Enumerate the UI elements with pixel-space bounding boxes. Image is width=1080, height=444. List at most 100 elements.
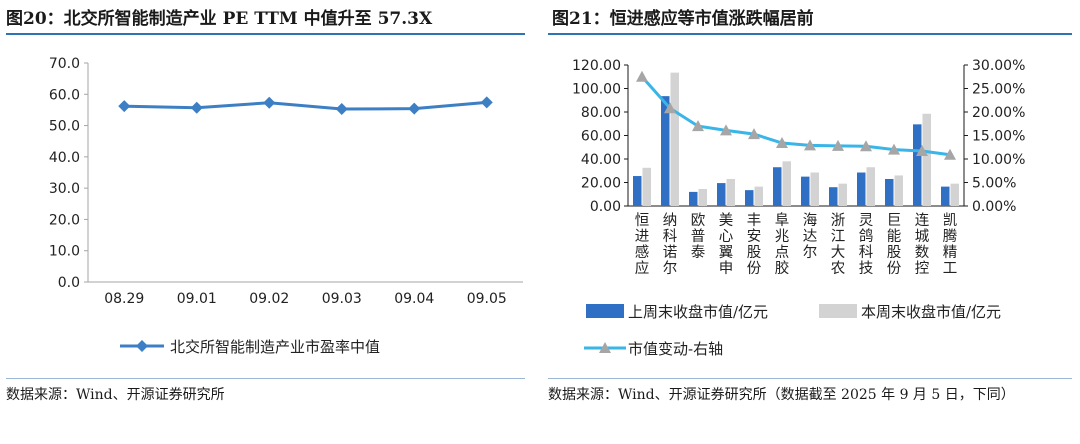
right-right-tick-label: 5.00%: [972, 176, 1016, 192]
right-bar-last-week: [689, 191, 698, 206]
left-y-tick-label: 0.0: [58, 275, 80, 291]
right-bar-last-week: [913, 124, 922, 206]
right-x-tick-label: 恒进感应: [635, 212, 650, 277]
left-line-chart: 0.0 10.0 20.0 30.0 40.0 50.0 60.0 70.0 08.29 09.0…: [49, 56, 523, 356]
right-left-tick-label: 80.00: [581, 105, 621, 121]
right-x-tick-label: 欧普泰: [691, 212, 706, 261]
left-data-point: [263, 96, 276, 109]
right-bar-this-week: [670, 72, 679, 206]
right-bar-this-week: [698, 188, 707, 206]
right-legend-swatch-this-week: [819, 304, 857, 318]
right-legend-label-last-week: 上周末收盘市值/亿元: [628, 303, 768, 321]
right-legend-label-change: 市值变动-右轴: [628, 340, 723, 358]
right-legend-line-marker: [599, 342, 611, 353]
right-change-marker: [720, 124, 732, 136]
right-change-marker: [804, 139, 816, 151]
right-x-tick-label: 连城数控: [915, 212, 930, 277]
right-change-marker: [636, 70, 648, 82]
left-data-point: [480, 96, 493, 109]
right-bar-last-week: [717, 183, 726, 206]
right-left-tick-label: 40.00: [581, 152, 621, 168]
left-title-rule: [6, 33, 525, 35]
right-right-tick-label: 25.00%: [972, 82, 1025, 98]
right-bar-this-week: [810, 172, 819, 206]
left-y-tick-label: 60.0: [49, 87, 80, 103]
left-data-point: [190, 101, 203, 114]
right-bar-last-week: [885, 178, 894, 206]
right-bar-this-week: [950, 183, 959, 206]
left-x-tick-label: 09.02: [249, 291, 289, 307]
left-x-tick-label: 09.01: [177, 291, 217, 307]
right-change-marker: [664, 102, 676, 114]
right-x-tick-label: 灵鸽科技: [859, 213, 874, 277]
right-left-tick-label: 60.00: [581, 129, 621, 145]
right-bar-last-week: [773, 167, 782, 206]
right-source-note: 数据来源：Wind、开源证券研究所（数据截至 2025 年 9 月 5 日，下同…: [548, 387, 1015, 403]
left-chart-title: 图20：北交所智能制造产业 PE TTM 中值升至 57.3X: [6, 9, 433, 29]
right-bar-this-week: [922, 113, 931, 206]
right-left-tick-label: 0.00: [590, 199, 621, 215]
left-x-tick-label: 09.03: [322, 291, 362, 307]
right-left-tick-label: 120.00: [572, 58, 621, 74]
left-y-tick-label: 50.0: [49, 119, 80, 135]
right-change-marker: [888, 143, 900, 155]
left-source-rule: [6, 378, 525, 379]
right-bar-last-week: [857, 172, 866, 206]
right-bar-this-week: [754, 186, 763, 206]
left-x-tick-label: 09.05: [467, 291, 507, 307]
right-x-tick-label: 海达尔: [803, 212, 818, 261]
left-data-point: [335, 102, 348, 115]
right-right-tick-label: 15.00%: [972, 129, 1025, 145]
left-y-tick-label: 70.0: [49, 56, 80, 72]
right-x-tick-label: 纳科诺尔: [663, 212, 678, 277]
left-series-line: [124, 100, 487, 111]
right-bar-last-week: [661, 96, 670, 206]
left-legend-label: 北交所智能制造产业市盈率中值: [170, 338, 380, 356]
right-right-tick-label: 0.00%: [972, 199, 1016, 215]
left-data-point: [118, 100, 131, 113]
right-bar-last-week: [801, 176, 810, 206]
right-bar-last-week: [941, 186, 950, 206]
left-y-tick-label: 20.0: [49, 212, 80, 228]
right-change-marker: [692, 120, 704, 132]
right-change-marker: [832, 139, 844, 151]
right-right-tick-label: 30.00%: [972, 58, 1025, 74]
left-data-point: [408, 102, 421, 115]
right-bar-this-week: [782, 161, 791, 206]
right-x-tick-label: 丰安股份: [747, 212, 762, 277]
right-bar-this-week: [726, 178, 735, 206]
right-right-tick-label: 20.00%: [972, 105, 1025, 121]
right-bar-this-week: [642, 167, 651, 206]
left-y-tick-label: 30.0: [49, 181, 80, 197]
right-left-tick-label: 100.00: [572, 82, 621, 98]
left-y-tick-label: 40.0: [49, 150, 80, 166]
left-y-tick-label: 10.0: [49, 244, 80, 260]
right-x-tick-label: 浙江大农: [831, 212, 846, 277]
right-title-rule: [548, 33, 1072, 35]
right-change-marker: [748, 128, 760, 140]
right-x-tick-label: 巨能股份: [887, 213, 902, 277]
right-legend-label-this-week: 本周末收盘市值/亿元: [861, 303, 1001, 321]
right-change-marker: [860, 140, 872, 152]
right-source-rule: [548, 378, 1072, 379]
right-bar-last-week: [633, 176, 642, 206]
right-left-tick-label: 20.00: [581, 176, 621, 192]
right-bar-this-week: [866, 167, 875, 206]
right-x-tick-label: 美心翼申: [719, 212, 734, 277]
right-chart-title: 图21：恒进感应等市值涨跌幅居前: [552, 9, 814, 29]
left-panel: 图20：北交所智能制造产业 PE TTM 中值升至 57.3X 0.0 10.0 2…: [0, 0, 527, 444]
right-change-marker: [916, 145, 928, 157]
left-x-tick-label: 09.04: [394, 291, 434, 307]
right-bar-last-week: [829, 187, 838, 206]
right-bar-this-week: [838, 183, 847, 206]
left-source-note: 数据来源：Wind、开源证券研究所: [6, 387, 225, 403]
right-x-tick-label: 凯腾精工: [943, 212, 958, 277]
right-bar-last-week: [745, 190, 754, 206]
right-x-tick-label: 阜兆点胶: [775, 212, 790, 277]
right-bar-this-week: [894, 175, 903, 206]
right-combo-chart: 0.00 20.00 40.00 60.00 80.00 100.00 120.00 0.00…: [572, 58, 1025, 358]
right-change-marker: [776, 137, 788, 149]
right-legend-swatch-last-week: [586, 304, 624, 318]
right-right-tick-label: 10.00%: [972, 152, 1025, 168]
right-change-marker: [944, 148, 956, 160]
